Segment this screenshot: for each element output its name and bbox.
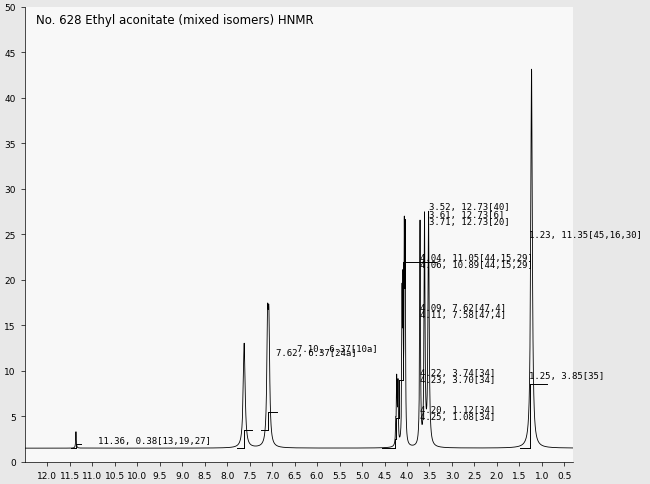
Text: 3.52, 12.73[40]: 3.52, 12.73[40] (428, 203, 509, 212)
Text: 4.11, 7.58[47,4]: 4.11, 7.58[47,4] (420, 310, 506, 319)
Text: 4.22, 3.74[34]: 4.22, 3.74[34] (420, 368, 495, 378)
Text: No. 628 Ethyl aconitate (mixed isomers) HNMR: No. 628 Ethyl aconitate (mixed isomers) … (36, 15, 313, 28)
Text: 1.25, 3.85[35]: 1.25, 3.85[35] (529, 371, 604, 380)
Text: 4.09, 7.62[47,4]: 4.09, 7.62[47,4] (420, 303, 506, 312)
Text: 4.20, 1.12[34]: 4.20, 1.12[34] (420, 405, 495, 414)
Text: 7.62, 6.37[24a]: 7.62, 6.37[24a] (276, 348, 356, 357)
Text: 3.71, 12.73[20]: 3.71, 12.73[20] (428, 218, 509, 227)
Text: 4.23, 3.70[34]: 4.23, 3.70[34] (420, 376, 495, 385)
Text: 4.25, 1.08[34]: 4.25, 1.08[34] (420, 412, 495, 421)
Text: 11.36, 0.38[13,19,27]: 11.36, 0.38[13,19,27] (98, 437, 211, 445)
Text: 1.23, 11.35[45,16,30]: 1.23, 11.35[45,16,30] (529, 230, 642, 239)
Text: 7.10, 6.37[10a]: 7.10, 6.37[10a] (297, 344, 378, 353)
Text: 3.61, 12.73[6]: 3.61, 12.73[6] (428, 211, 504, 219)
Text: 4.06, 10.89[44,15,29]: 4.06, 10.89[44,15,29] (420, 260, 532, 269)
Text: 4.04, 11.05[44,15,29]: 4.04, 11.05[44,15,29] (420, 253, 532, 262)
